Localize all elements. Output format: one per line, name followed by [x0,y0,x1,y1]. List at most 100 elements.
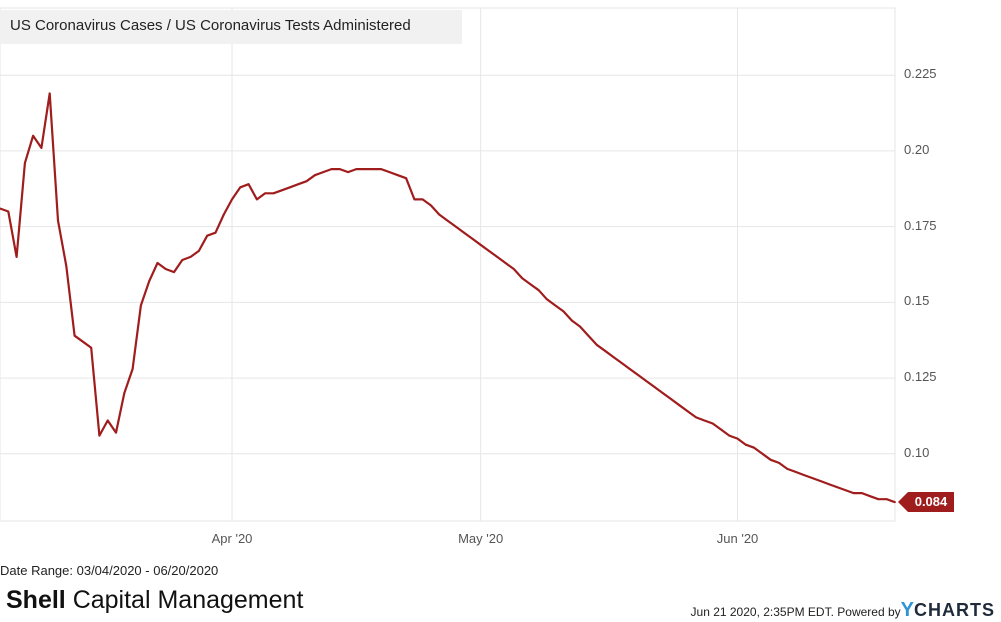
data-point [314,174,316,177]
last-value-badge: 0.084 [908,492,954,513]
chart-title: US Coronavirus Cases / US Coronavirus Te… [10,17,411,34]
data-point [32,134,34,137]
data-point [546,298,548,301]
data-point [347,171,349,174]
data-point [662,392,664,395]
data-point [388,171,391,174]
series-line [0,92,896,504]
data-point [0,207,1,210]
ycharts-logo-icon[interactable]: Y [900,599,914,621]
data-point [15,256,18,258]
data-point [570,319,573,322]
data-point [703,419,706,422]
data-point [885,498,888,501]
data-point [869,495,871,498]
y-tick-label: 0.225 [904,66,937,82]
data-point [65,265,68,267]
data-point [653,386,656,388]
data-point [198,250,200,252]
y-tick-label: 0.20 [904,141,930,157]
data-point [670,398,673,401]
data-point [836,486,838,488]
data-point [579,325,581,328]
data-point [529,283,532,286]
last-value-pointer [898,492,908,513]
data-point [222,213,225,216]
data-point [380,168,383,171]
chart-legend [0,10,462,44]
data-point [438,213,441,216]
data-point [446,219,449,222]
data-point [695,416,697,419]
data-point [156,262,159,264]
data-point [877,498,880,501]
ycharts-logo-text[interactable]: CHARTS [914,600,995,620]
data-point [181,259,184,261]
data-point [479,243,482,246]
data-point [488,250,490,252]
brand-logo: Shell Capital Management [6,586,303,615]
data-point [736,437,739,440]
data-point [289,186,291,189]
data-point [852,492,855,494]
data-point [48,92,51,95]
data-point [811,477,813,479]
data-point [40,147,43,149]
data-point [512,268,515,270]
plot-frame [0,7,896,522]
data-point [537,289,540,292]
data-point [231,198,233,201]
x-tick-label: Jun '20 [716,531,759,546]
data-point [844,489,847,491]
data-point [405,177,407,180]
data-point [604,349,606,352]
data-point [819,480,822,482]
data-point [678,404,681,407]
data-point [206,234,209,237]
data-point [827,483,830,485]
data-point [272,192,275,195]
data-point [595,343,598,346]
data-point [148,280,151,283]
y-tick-label: 0.10 [904,444,930,460]
data-point [496,256,499,258]
x-tick-label: May '20 [458,531,504,546]
data-point [322,171,325,174]
data-point [554,304,557,307]
data-point [214,231,217,234]
data-point [761,452,764,455]
data-point [98,434,101,437]
data-point [778,462,780,464]
data-point [413,198,416,201]
data-point [338,168,341,171]
x-tick-label: Apr '20 [211,531,253,546]
data-point [396,174,399,177]
data-point [164,268,167,270]
brand-name-bold: Shell [6,586,66,614]
brand-name-rest: Capital Management [65,586,304,614]
data-point [24,162,26,165]
data-point [239,186,242,189]
data-point [73,334,76,337]
data-point [131,368,134,370]
data-point [297,183,300,186]
data-point [264,192,267,195]
y-tick-label: 0.175 [904,217,937,233]
data-point [728,434,731,437]
data-point [802,474,805,476]
data-point [454,225,457,228]
data-point [421,198,424,201]
footer-credit: Jun 21 2020, 2:35PM EDT. Powered byYCHAR… [691,599,995,622]
data-point [7,210,10,213]
data-point [720,428,722,431]
data-point [189,256,192,258]
data-point [173,271,175,273]
date-range-label: Date Range: 03/04/2020 - 06/20/2020 [0,563,219,578]
data-point [861,492,863,494]
data-point [471,237,474,240]
data-point [620,362,623,364]
data-point [280,189,283,192]
data-point [430,204,432,207]
data-point [115,431,117,434]
data-point [769,458,772,461]
